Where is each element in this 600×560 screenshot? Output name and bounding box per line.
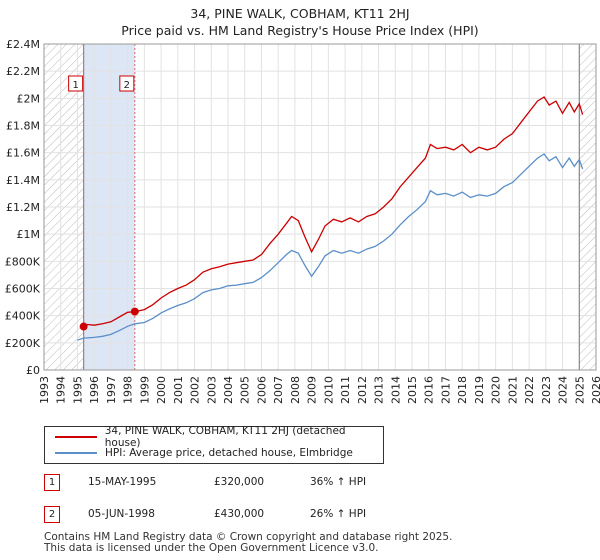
- legend-item-hpi: HPI: Average price, detached house, Elmb…: [55, 445, 353, 461]
- x-tick-label: 2001: [172, 376, 185, 404]
- sale-date: 05-JUN-1998: [88, 508, 155, 520]
- sale-date: 15-MAY-1995: [88, 476, 157, 488]
- sale-price: £320,000: [214, 476, 265, 488]
- sale-hpi-change: 36% ↑ HPI: [310, 476, 367, 488]
- x-tick-label: 2003: [205, 376, 218, 404]
- sale-marker-badge: [68, 75, 84, 92]
- legend-label-hpi: HPI: Average price, detached house, Elmb…: [105, 447, 353, 459]
- x-tick-label: 1995: [71, 376, 84, 404]
- x-tick-label: 2014: [389, 376, 402, 404]
- legend: 34, PINE WALK, COBHAM, KT11 2HJ (detache…: [44, 425, 384, 464]
- y-tick-label: £200K: [5, 337, 41, 350]
- sale-price: £430,000: [214, 508, 265, 520]
- sale-hpi-change: 26% ↑ HPI: [310, 508, 367, 520]
- y-tick-label: £1.2M: [6, 201, 40, 214]
- y-tick-label: £1.8M: [6, 120, 40, 133]
- x-tick-label: 1998: [122, 376, 135, 404]
- x-tick-label: 2021: [506, 376, 519, 404]
- chart-subtitle: Price paid vs. HM Land Registry's House …: [121, 23, 479, 38]
- x-tick-label: 2011: [339, 376, 352, 404]
- series-line: [77, 153, 584, 341]
- x-tick-label: 2024: [557, 376, 570, 404]
- series-line: [83, 96, 584, 328]
- chart-title: 34, PINE WALK, COBHAM, KT11 2HJ: [190, 6, 410, 21]
- x-tick-label: 2020: [490, 376, 503, 404]
- sale-point: [130, 307, 139, 316]
- x-tick-label: 2010: [322, 376, 335, 404]
- plot-border: [43, 43, 597, 371]
- y-tick-label: £600K: [5, 283, 41, 296]
- footer-copyright: Contains HM Land Registry data © Crown c…: [44, 531, 453, 543]
- y-tick-label: £2M: [17, 92, 41, 105]
- x-tick-label: 2016: [423, 376, 436, 404]
- y-tick-label: £2.2M: [6, 65, 40, 78]
- x-tick-label: 2018: [456, 376, 469, 404]
- x-tick-label: 2026: [590, 376, 600, 404]
- x-tick-label: 2013: [373, 376, 386, 404]
- x-tick-label: 2007: [272, 376, 285, 404]
- x-tick-label: 2019: [473, 376, 486, 404]
- legend-line-property: [55, 436, 97, 438]
- legend-label-property: 34, PINE WALK, COBHAM, KT11 2HJ (detache…: [104, 425, 346, 449]
- x-tick-label: 1994: [55, 376, 68, 404]
- y-tick-label: £1M: [17, 228, 41, 241]
- y-tick-label: £0: [26, 364, 40, 377]
- y-tick-label: £400K: [5, 310, 41, 323]
- y-tick-label: £2.4M: [6, 38, 40, 51]
- x-tick-label: 2006: [255, 376, 268, 404]
- footer: Contains HM Land Registry data © Crown c…: [44, 532, 452, 554]
- x-tick-label: 2012: [356, 376, 369, 404]
- y-tick-label: £1.4M: [6, 174, 40, 187]
- x-tick-label: 2022: [523, 376, 536, 404]
- sale-marker-badge: [119, 75, 135, 92]
- legend-item-property: 34, PINE WALK, COBHAM, KT11 2HJ (detache…: [55, 425, 383, 449]
- x-tick-label: 1999: [138, 376, 151, 404]
- x-tick-label: 2015: [406, 376, 419, 404]
- x-tick-label: 1996: [88, 376, 101, 404]
- sale-number-badge: 2: [44, 506, 60, 523]
- x-tick-label: 2000: [155, 376, 168, 404]
- price-chart: 1 2 £0 £200K £400K £600K £800K £1M £1.2M £1.4M £1.…: [5, 38, 600, 404]
- x-tick-label: 1993: [38, 376, 51, 404]
- x-tick-label: 2002: [189, 376, 202, 404]
- legend-line-hpi: [55, 452, 97, 454]
- x-tick-label: 2004: [222, 376, 235, 404]
- x-tick-label: 1997: [105, 376, 118, 404]
- sale-marker-label: 1: [72, 80, 78, 91]
- footer-license: This data is licensed under the Open Gov…: [44, 542, 379, 554]
- x-tick-label: 2023: [540, 376, 553, 404]
- sale-marker-label: 2: [124, 80, 130, 91]
- y-tick-label: £800K: [5, 255, 41, 268]
- x-tick-label: 2005: [239, 376, 252, 404]
- x-tick-label: 2009: [306, 376, 319, 404]
- x-tick-label: 2025: [573, 376, 586, 404]
- sale-point: [79, 322, 88, 331]
- y-tick-label: £1.6M: [6, 147, 40, 160]
- sale-number-badge: 1: [44, 474, 60, 491]
- x-tick-label: 2008: [289, 376, 302, 404]
- x-tick-label: 2017: [439, 376, 452, 404]
